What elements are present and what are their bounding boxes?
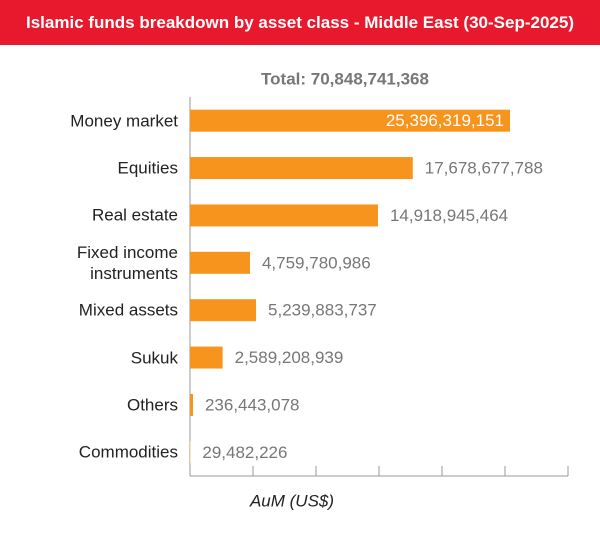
bar [190, 441, 191, 464]
category-label: Real estate [92, 205, 178, 225]
category-label: Fixed income instruments [76, 242, 178, 283]
value-label: 5,239,883,737 [268, 301, 377, 320]
value-label: 14,918,945,464 [390, 206, 508, 225]
category-label: Commodities [78, 442, 178, 462]
category-label: Money market [70, 111, 178, 131]
total-label: Total: 70,848,741,368 [261, 69, 429, 88]
bar [190, 346, 223, 369]
bar [190, 109, 510, 132]
value-label: 17,678,677,788 [425, 159, 543, 178]
bar [190, 299, 257, 322]
category-label: Equities [117, 158, 178, 178]
bar [190, 393, 193, 416]
bar [190, 204, 378, 227]
category-label: Mixed assets [78, 300, 178, 320]
category-label: Sukuk [130, 348, 178, 368]
value-label: 4,759,780,986 [262, 253, 371, 272]
chart-title: Islamic funds breakdown by asset class -… [0, 0, 600, 45]
x-axis-label: AuM (US$) [249, 491, 334, 510]
value-label: 29,482,226 [202, 443, 287, 462]
bar [190, 251, 250, 274]
value-label: 236,443,078 [205, 395, 300, 414]
bar [190, 157, 413, 180]
value-label: 2,589,208,939 [235, 348, 344, 367]
value-label: 25,396,319,151 [386, 111, 504, 130]
category-label: Others [126, 395, 178, 415]
